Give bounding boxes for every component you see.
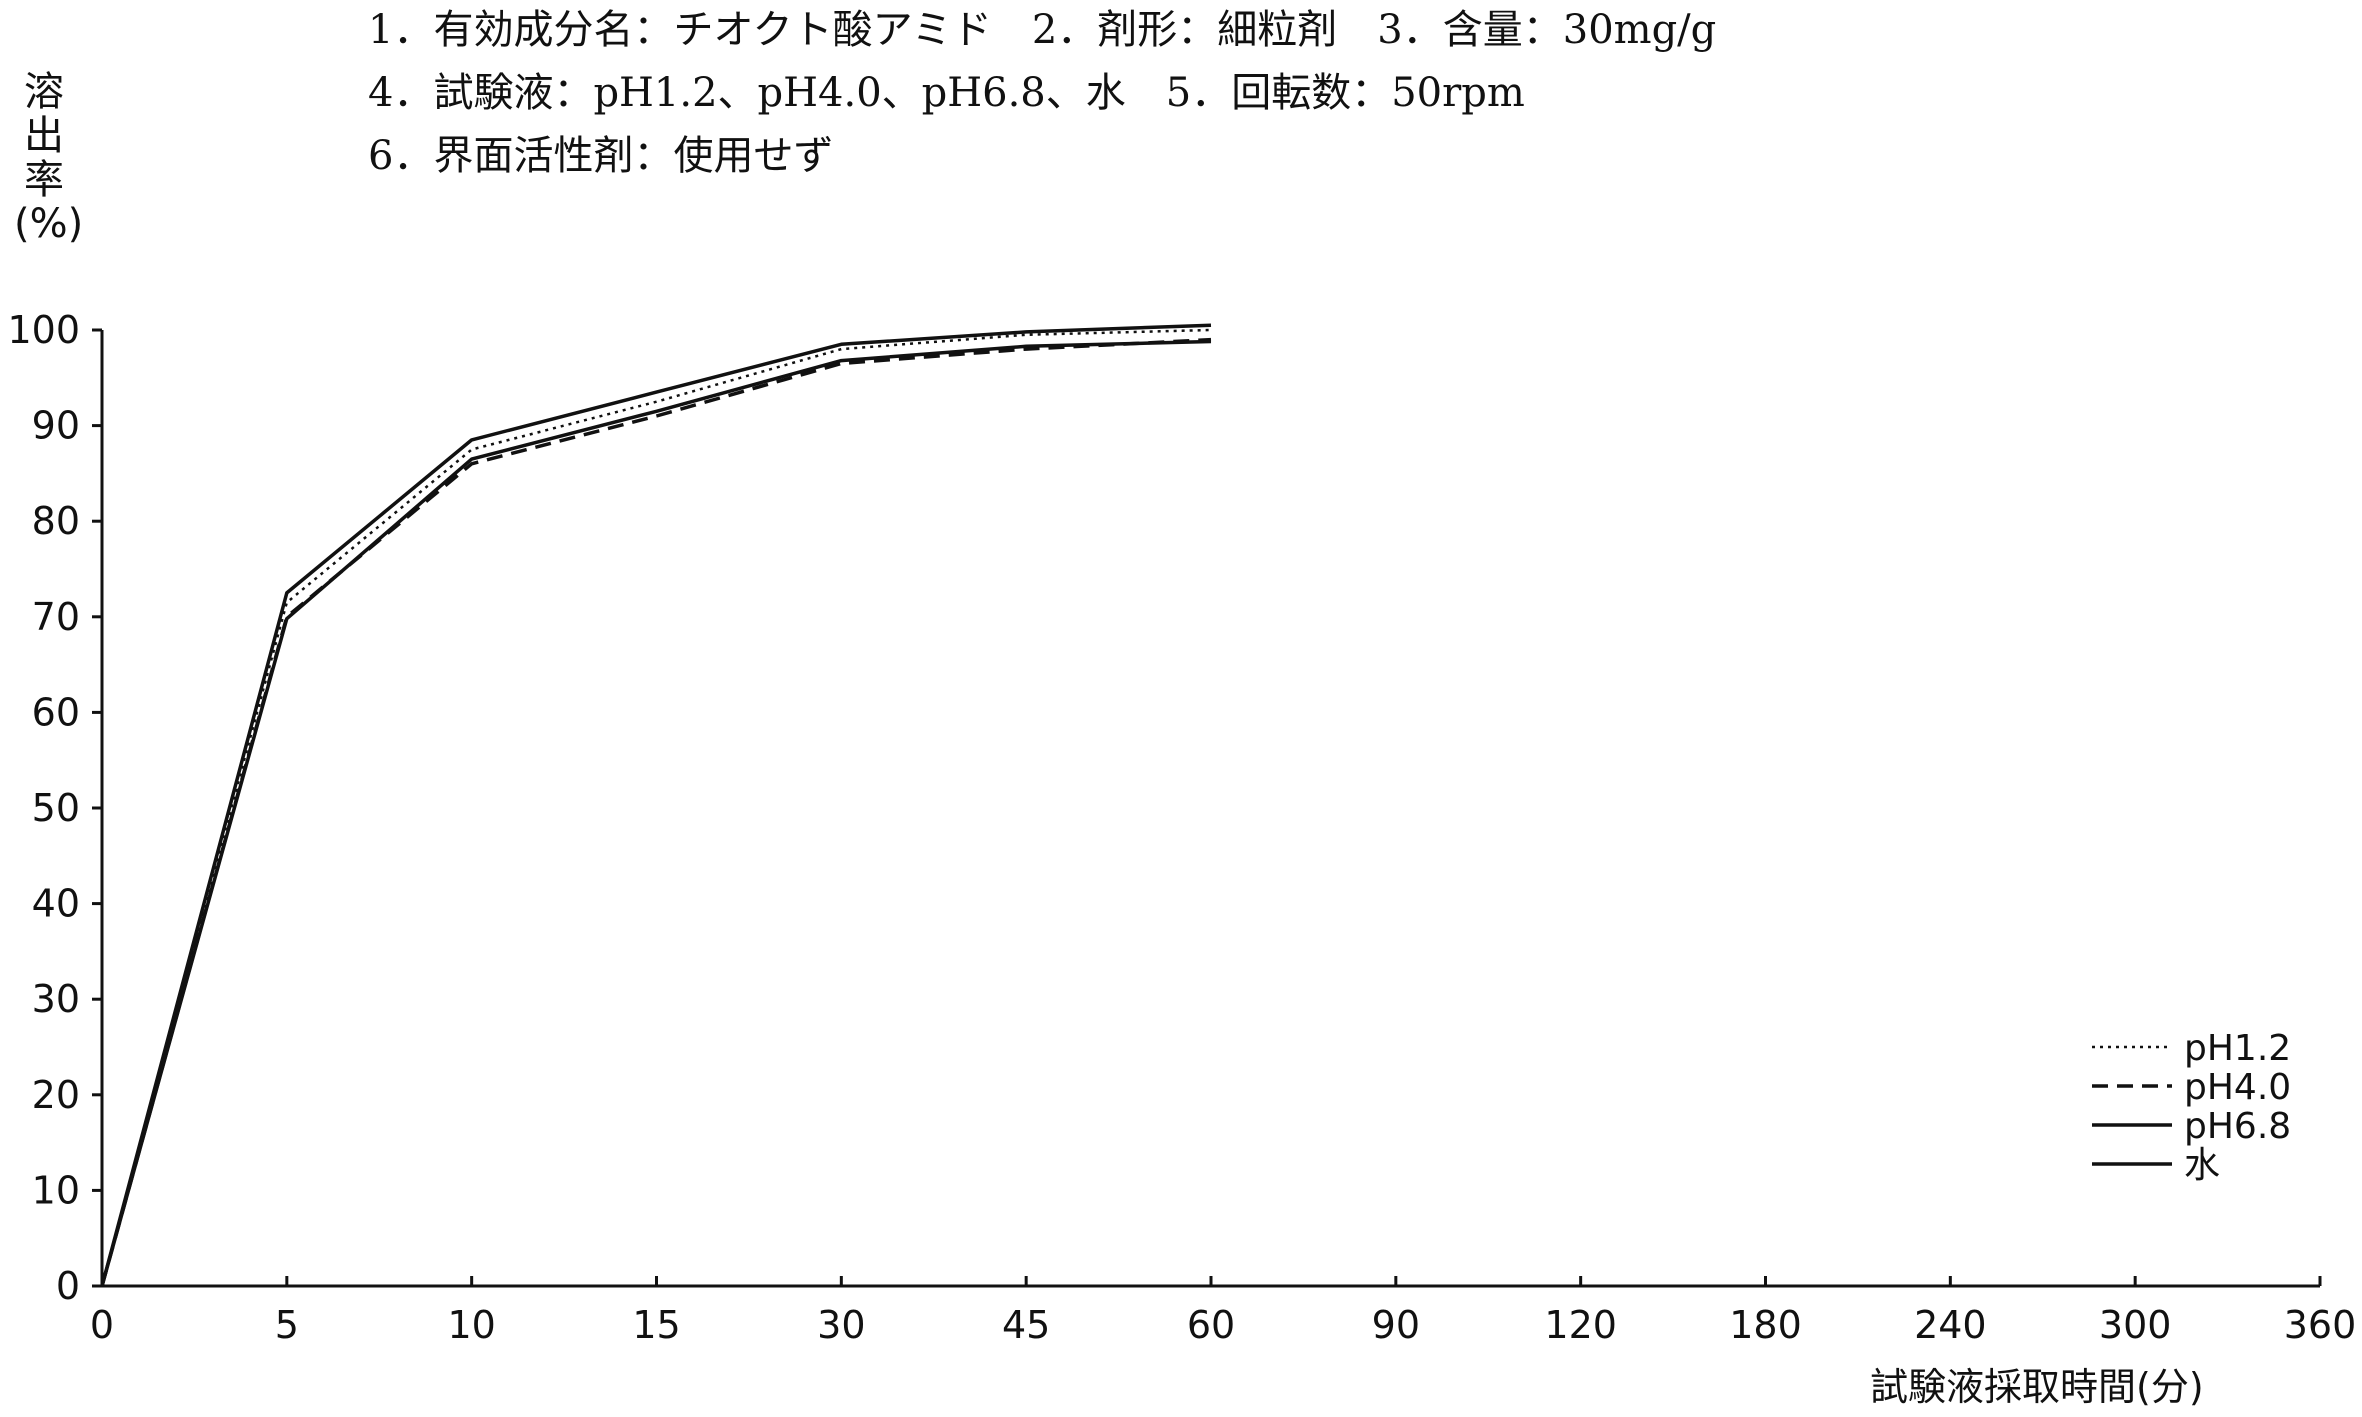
x-tick-label: 300 (2099, 1303, 2172, 1347)
x-tick-label: 30 (817, 1303, 865, 1347)
y-tick-label: 80 (32, 499, 80, 543)
condition-line-3: 6．界面活性剤：使用せず (368, 133, 834, 179)
y-axis-label-char: 出 (24, 113, 64, 159)
x-tick-label: 240 (1914, 1303, 1987, 1347)
y-tick-label: 90 (32, 404, 80, 448)
series-line-2 (100, 337, 1212, 1287)
x-tick-label: 360 (2284, 1303, 2357, 1347)
x-tick-label: 180 (1729, 1303, 1802, 1347)
series-line-1 (100, 328, 1212, 1287)
y-tick-label: 100 (7, 308, 80, 352)
legend-label: pH1.2 (2184, 1028, 2291, 1069)
y-axis-label-char: 率 (24, 157, 64, 203)
x-tick-label: 15 (632, 1303, 680, 1347)
y-tick-label: 50 (32, 786, 80, 830)
x-tick-label: 90 (1372, 1303, 1420, 1347)
condition-line-1: 1．有効成分名：チオクト酸アミド 2．剤形：細粒剤 3．含量：30mg/g (368, 7, 1717, 53)
legend-label: pH4.0 (2184, 1067, 2291, 1108)
x-tick-label: 0 (90, 1303, 114, 1347)
y-tick-label: 0 (56, 1264, 80, 1308)
x-tick-label: 45 (1002, 1303, 1050, 1347)
series-line-4 (100, 339, 1212, 1287)
y-tick-label: 70 (32, 595, 80, 639)
y-axis-label-char: (%) (14, 201, 84, 247)
x-tick-label: 5 (275, 1303, 299, 1347)
legend-label: 水 (2184, 1145, 2220, 1186)
x-tick-label: 120 (1544, 1303, 1617, 1347)
y-axis-label-char: 溶 (24, 69, 64, 115)
y-tick-label: 20 (32, 1073, 80, 1117)
x-tick-label: 10 (447, 1303, 495, 1347)
series-line-3 (100, 323, 1212, 1287)
y-tick-label: 40 (32, 882, 80, 926)
legend-label: pH6.8 (2184, 1106, 2291, 1147)
x-tick-label: 60 (1187, 1303, 1235, 1347)
y-tick-label: 30 (32, 977, 80, 1021)
y-axis-label: 溶 出 率 (%) (14, 69, 84, 247)
condition-line-2: 4．試験液：pH1.2、pH4.0、pH6.8、水 5．回転数：50rpm (368, 70, 1525, 116)
x-axis-label: 試験液採取時間(分) (1870, 1365, 2204, 1409)
y-tick-label: 10 (32, 1168, 80, 1212)
y-tick-label: 60 (32, 690, 80, 734)
